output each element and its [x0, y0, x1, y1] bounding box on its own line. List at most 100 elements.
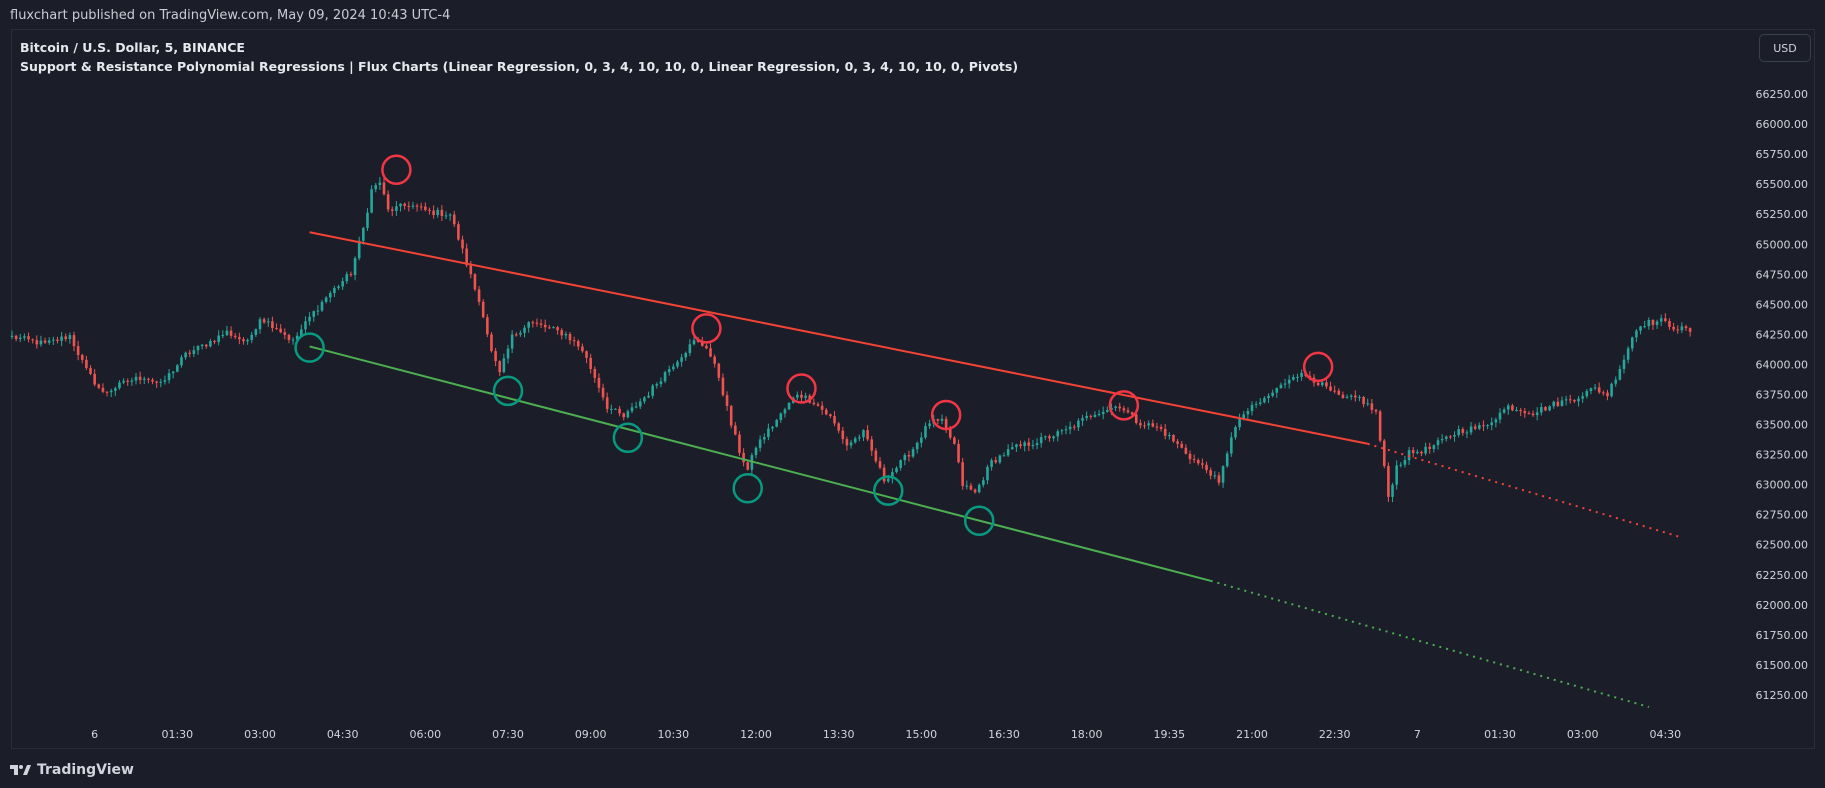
candle-body: [1362, 396, 1365, 405]
candle-body: [585, 351, 588, 358]
candle-body: [295, 335, 299, 340]
indicator-title[interactable]: Support & Resistance Polynomial Regressi…: [20, 59, 1019, 74]
candle-body: [1647, 320, 1651, 327]
candle-body: [705, 345, 708, 349]
candle-body: [977, 484, 981, 493]
candle-body: [47, 340, 51, 343]
candle-body: [378, 182, 382, 186]
candle-body: [1461, 429, 1465, 433]
time-tick-label: 04:30: [327, 728, 359, 741]
candle-body: [31, 339, 34, 341]
candle-body: [936, 419, 940, 421]
candle-body: [1593, 387, 1597, 389]
candle-body: [1424, 446, 1427, 454]
candle-body: [767, 428, 770, 438]
candle-body: [1453, 434, 1456, 437]
candle-body: [903, 455, 907, 461]
candle-body: [1639, 326, 1642, 331]
candle-body: [1296, 376, 1299, 378]
candle-body: [138, 376, 142, 380]
candle-body: [85, 359, 88, 369]
candle-body: [155, 381, 158, 383]
candle-body: [395, 206, 398, 211]
candle-body: [581, 346, 584, 352]
candle-body: [1469, 426, 1473, 433]
candle-body: [998, 455, 1002, 463]
candle-body: [1072, 426, 1076, 428]
candle-body: [1511, 405, 1514, 411]
candle-body: [1023, 442, 1026, 447]
candle-body: [717, 363, 721, 378]
candle-body: [1250, 404, 1254, 412]
candle-body: [1114, 406, 1117, 408]
time-axis[interactable]: 6 01:30 03:00 04:30 06:00 07:30 09:00 10:30 12:0…: [91, 728, 1681, 741]
candle-body: [1523, 411, 1527, 414]
candle-body: [556, 327, 559, 331]
candle-body: [870, 439, 874, 451]
candle-body: [734, 425, 737, 435]
candle-body: [1101, 411, 1105, 415]
candle-body: [738, 434, 741, 453]
candle-body: [1329, 386, 1332, 391]
price-tick-label: 64500.00: [1756, 298, 1809, 311]
price-axis[interactable]: 61250.00 61500.00 61750.00 62000.00 62250.00…: [1756, 88, 1809, 702]
candle-body: [1498, 412, 1502, 420]
candle-body: [1672, 326, 1675, 330]
candle-body: [1614, 379, 1618, 384]
candle-body: [97, 384, 101, 388]
time-tick-label: 04:30: [1649, 728, 1681, 741]
candle-body: [1068, 426, 1072, 430]
candle-body: [411, 205, 415, 207]
resistance-line: [309, 231, 1368, 445]
candle-body: [1560, 400, 1564, 406]
candle-body: [969, 485, 973, 490]
candle-body: [1246, 411, 1250, 415]
candle-body: [1354, 395, 1357, 398]
candle-body: [610, 408, 613, 410]
candle-body: [1540, 407, 1543, 413]
candle-body: [605, 397, 609, 410]
time-tick-label: 03:00: [1567, 728, 1599, 741]
pivot-low-marker: [963, 505, 995, 536]
candle-body: [986, 466, 989, 481]
candle-body: [568, 333, 572, 341]
candle-body: [1387, 465, 1390, 497]
candle-body: [1411, 450, 1415, 454]
candle-body: [812, 402, 816, 405]
price-tick-label: 61750.00: [1756, 629, 1809, 642]
price-tick-label: 61250.00: [1756, 689, 1809, 702]
candle-body: [1366, 403, 1370, 405]
time-tick-label: 07:30: [492, 728, 524, 741]
candle-body: [1391, 484, 1394, 497]
candle-body: [1089, 415, 1093, 417]
candle-body: [1019, 444, 1022, 447]
pivot-low-marker: [492, 375, 524, 407]
candle-body: [341, 281, 344, 287]
candle-body: [1643, 326, 1646, 328]
candle-body: [1436, 440, 1440, 446]
candle-body: [965, 485, 969, 487]
candle-body: [1490, 422, 1494, 426]
candle-body: [742, 452, 745, 463]
candle-body: [1668, 320, 1671, 327]
candle-body: [891, 472, 894, 479]
candle-body: [601, 387, 605, 398]
candle-body: [1126, 410, 1130, 413]
candle-body: [779, 413, 783, 420]
candle-body: [899, 460, 902, 468]
chart-frame: [11, 29, 1815, 749]
pivot-high-marker: [930, 399, 962, 431]
currency-button[interactable]: USD: [1759, 34, 1811, 62]
candle-body: [1651, 320, 1655, 325]
candle-body: [1048, 436, 1051, 439]
candle-body: [151, 379, 154, 382]
candle-body: [1300, 372, 1303, 377]
candle-body: [328, 293, 332, 298]
candle-body: [1292, 377, 1295, 380]
candle-body: [680, 357, 683, 362]
candle-body: [593, 369, 597, 378]
symbol-title[interactable]: Bitcoin / U.S. Dollar, 5, BINANCE: [20, 40, 245, 55]
candle-body: [444, 215, 448, 217]
candle-body: [1494, 419, 1498, 423]
